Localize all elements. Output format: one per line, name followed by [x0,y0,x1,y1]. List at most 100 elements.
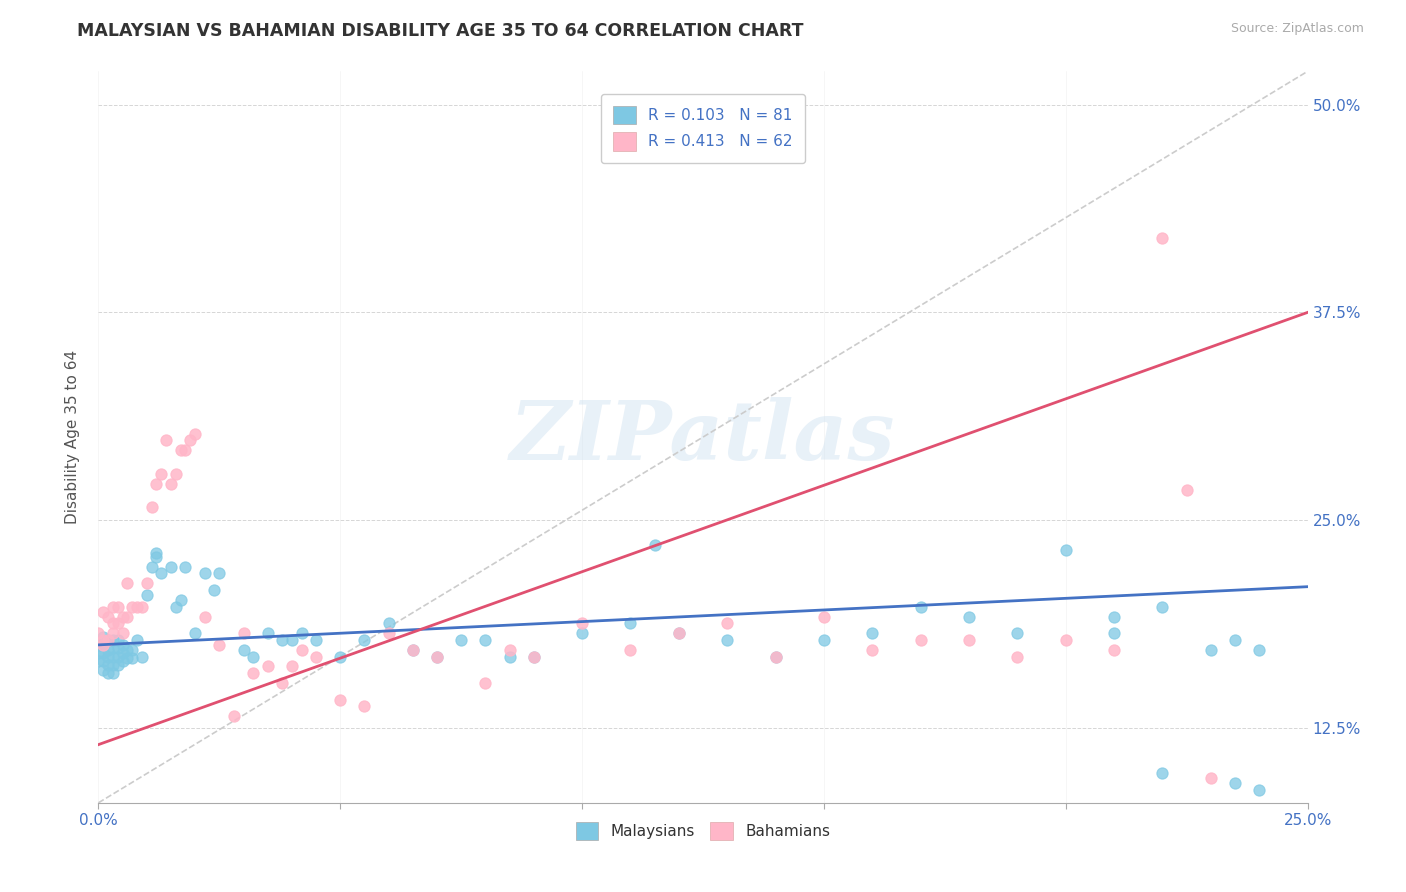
Point [1102,626,1125,640]
Point [222,709,245,723]
Point [141,500,163,514]
Point [97,632,120,647]
Point [160,476,183,491]
Point [204,582,226,597]
Point [1199,643,1222,657]
Point [91,638,114,652]
Point [97,657,120,672]
Point [111,646,134,660]
Point [87,638,110,652]
Point [127,599,149,614]
Point [242,649,264,664]
Point [281,659,304,673]
Point [571,616,593,631]
Point [169,593,191,607]
Point [1152,599,1174,614]
Point [97,666,120,681]
Point [111,626,134,640]
Point [329,692,352,706]
Point [329,649,352,664]
Point [450,632,472,647]
Point [121,643,143,657]
Point [716,616,738,631]
Point [87,655,110,669]
Point [169,443,191,458]
Point [1249,782,1271,797]
Text: MALAYSIAN VS BAHAMIAN DISABILITY AGE 35 TO 64 CORRELATION CHART: MALAYSIAN VS BAHAMIAN DISABILITY AGE 35 … [77,22,804,40]
Point [957,632,980,647]
Point [1152,765,1174,780]
Point [97,643,120,657]
Point [232,643,254,657]
Point [271,632,294,647]
Point [353,632,375,647]
Point [111,609,134,624]
Point [117,609,139,624]
Point [813,609,835,624]
Point [716,632,738,647]
Point [194,566,217,581]
Point [101,657,124,672]
Point [402,643,425,657]
Point [1249,643,1271,657]
Point [184,426,207,441]
Point [765,649,787,664]
Point [402,643,425,657]
Point [107,616,129,631]
Point [194,609,217,624]
Point [111,638,134,652]
Point [242,666,264,681]
Point [377,626,399,640]
Point [117,643,139,657]
Point [101,599,124,614]
Y-axis label: Disability Age 35 to 64: Disability Age 35 to 64 [65,350,80,524]
Point [97,649,120,664]
Point [87,626,110,640]
Point [281,632,304,647]
Point [101,649,124,664]
Point [765,649,787,664]
Point [305,649,328,664]
Point [101,641,124,656]
Point [1102,609,1125,624]
Legend: Malaysians, Bahamians: Malaysians, Bahamians [569,815,837,847]
Point [145,476,167,491]
Point [208,638,231,652]
Point [498,643,520,657]
Point [101,616,124,631]
Point [619,616,641,631]
Point [107,649,129,664]
Point [150,566,173,581]
Point [145,549,167,564]
Point [107,641,129,656]
Point [1175,483,1198,498]
Point [353,699,375,714]
Point [1102,643,1125,657]
Point [523,649,546,664]
Point [644,538,666,552]
Point [426,649,449,664]
Point [101,632,124,647]
Point [91,663,114,677]
Point [117,576,139,591]
Point [174,443,197,458]
Point [957,609,980,624]
Point [571,626,593,640]
Point [256,626,278,640]
Point [97,609,120,624]
Point [91,605,114,619]
Point [860,626,883,640]
Point [101,626,124,640]
Point [498,649,520,664]
Point [1152,230,1174,244]
Point [179,434,201,448]
Point [141,559,163,574]
Point [117,651,139,665]
Text: ZIPatlas: ZIPatlas [510,397,896,477]
Point [668,626,690,640]
Point [91,646,114,660]
Point [107,599,129,614]
Point [1007,649,1029,664]
Point [290,626,312,640]
Point [87,646,110,660]
